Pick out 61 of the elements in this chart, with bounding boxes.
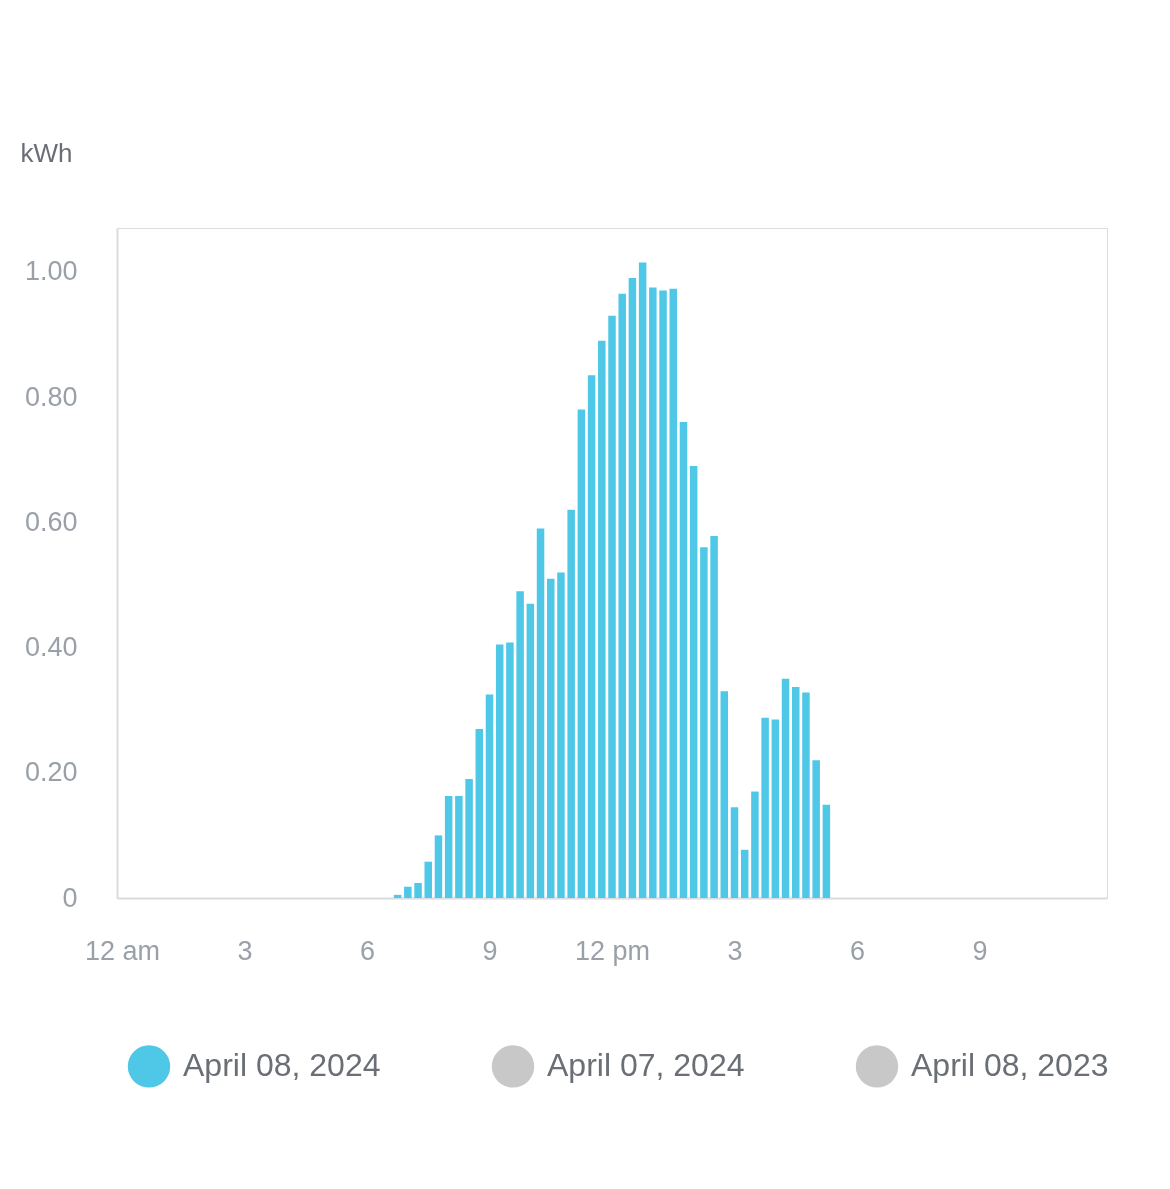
y-tick-label: 0.80 — [24, 381, 78, 412]
bar — [495, 644, 504, 898]
bar — [434, 835, 443, 898]
bar — [751, 791, 759, 898]
bar — [506, 642, 514, 898]
bar — [475, 728, 484, 898]
bar — [404, 886, 412, 898]
bar — [465, 779, 473, 898]
x-tick-label: 12 pm — [574, 935, 651, 966]
bar — [485, 694, 494, 898]
bar — [771, 719, 780, 898]
legend-label: April 08, 2023 — [911, 1047, 1109, 1084]
bar — [414, 882, 422, 898]
bar — [547, 578, 555, 898]
x-tick-label: 6 — [359, 935, 376, 966]
y-tick-label: 0.60 — [24, 506, 78, 537]
bar — [424, 861, 432, 898]
bar — [669, 288, 677, 898]
x-tick-label: 6 — [849, 935, 866, 966]
y-axis-title: kWh — [20, 137, 73, 168]
bar — [393, 894, 402, 898]
bar — [659, 290, 667, 898]
bar — [526, 603, 535, 898]
bar — [740, 849, 749, 898]
bar — [598, 340, 606, 898]
bar — [700, 547, 708, 898]
bar — [812, 760, 820, 898]
bar — [618, 293, 626, 898]
y-tick-label: 0.20 — [24, 757, 78, 788]
bar — [730, 807, 739, 898]
bar — [577, 409, 586, 898]
y-tick-label: 0 — [62, 882, 78, 913]
x-tick-label: 9 — [972, 935, 988, 966]
bar — [689, 465, 698, 898]
bar — [822, 804, 831, 898]
bar — [455, 795, 463, 898]
bar — [710, 536, 718, 898]
bar — [638, 262, 647, 898]
bar — [720, 691, 729, 898]
bar — [557, 572, 565, 898]
bar — [802, 692, 810, 898]
bar — [536, 528, 545, 898]
legend-label: April 08, 2024 — [183, 1047, 381, 1084]
bar — [792, 686, 800, 898]
bar — [761, 717, 769, 898]
bar — [516, 591, 524, 898]
bar — [444, 795, 453, 898]
x-tick-label: 9 — [482, 935, 498, 966]
bar — [679, 422, 688, 898]
bar — [567, 509, 575, 898]
y-tick-label: 0.40 — [24, 632, 78, 663]
bar — [587, 375, 596, 898]
bar — [608, 315, 616, 898]
bar — [649, 287, 657, 898]
bar — [628, 278, 637, 898]
x-tick-label: 3 — [237, 935, 253, 966]
legend-label: April 07, 2024 — [547, 1047, 745, 1084]
bar — [781, 678, 790, 898]
y-tick-label: 1.00 — [24, 256, 78, 287]
x-tick-label: 12 am — [84, 935, 161, 966]
x-tick-label: 3 — [727, 935, 743, 966]
